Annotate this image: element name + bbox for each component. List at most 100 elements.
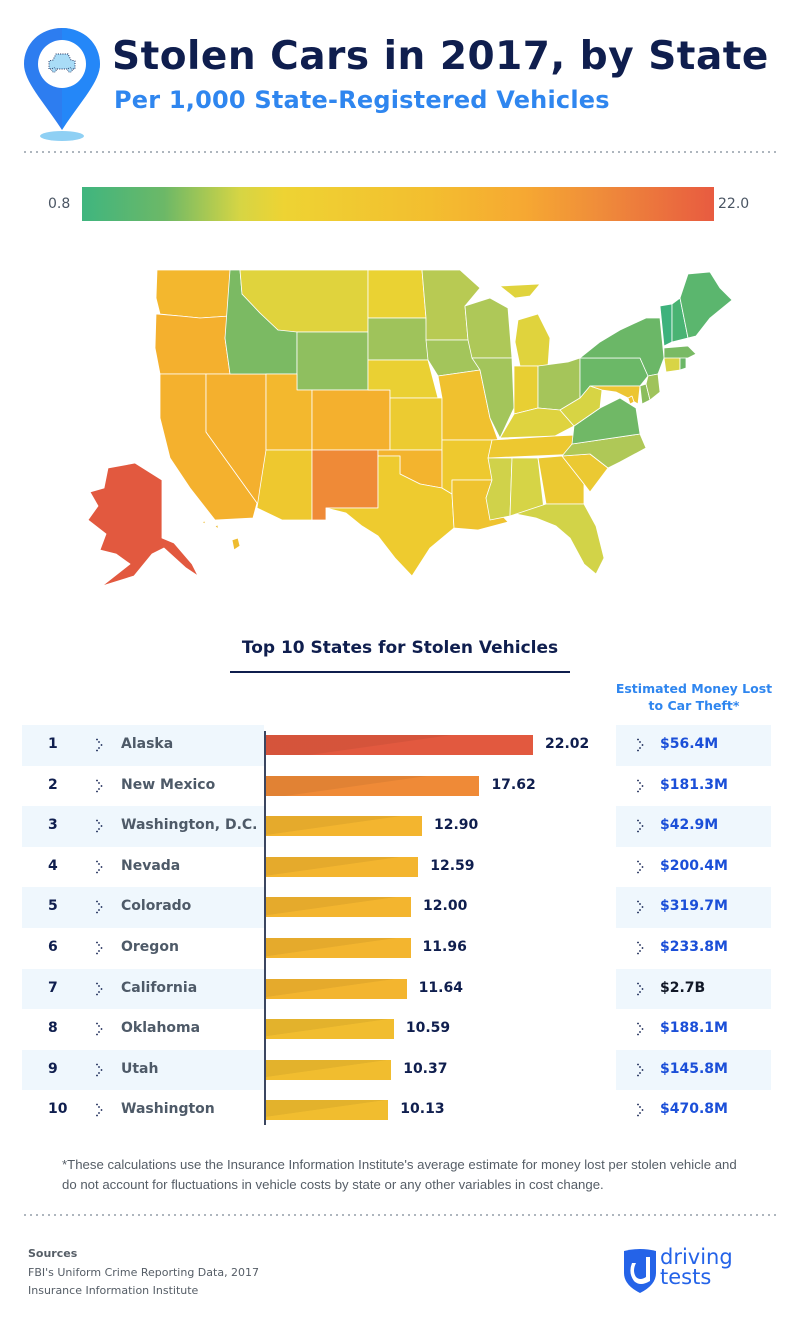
table-row: 10 Washington 10.13 $470.8M (22, 1090, 778, 1131)
rank-number: 7 (48, 979, 58, 996)
chevron-right-icon (95, 981, 105, 995)
chevron-right-icon (95, 940, 105, 955)
state-name: California (121, 979, 198, 996)
money-lost-value: $188.1M (660, 1020, 728, 1037)
money-lost-value: $233.8M (660, 938, 728, 955)
table-row: 5 Colorado 12.00 $319.7M (22, 887, 778, 928)
chevron-right-icon (636, 899, 646, 914)
rank-number: 2 (48, 776, 58, 793)
map-pin-car-icon (24, 28, 100, 141)
rank-number: 4 (48, 857, 58, 874)
page-title: Stolen Cars in 2017, by State (112, 34, 769, 79)
bar-value-label: 22.02 (545, 736, 590, 752)
bar-value-label: 11.96 (422, 938, 467, 955)
bar (265, 735, 533, 755)
rank-number: 6 (48, 938, 58, 955)
chevron-right-icon (95, 1021, 105, 1036)
bar (265, 978, 407, 999)
table-row: 9 Utah 10.37 $145.8M (22, 1049, 778, 1091)
row-background (22, 968, 264, 1010)
state-ND (367, 269, 427, 319)
title-underline (230, 671, 570, 673)
bar-value-label: 10.59 (405, 1020, 451, 1037)
money-lost-value: $470.8M (660, 1101, 728, 1118)
bar (265, 937, 411, 958)
state-name: Colorado (121, 898, 192, 915)
table-row: 4 Nevada 12.59 $200.4M (22, 847, 778, 888)
money-lost-value: $56.4M (660, 736, 719, 752)
table-row: 7 California 11.64 $2.7B (22, 968, 778, 1010)
chevron-right-icon (636, 981, 646, 995)
sources-heading: Sources (28, 1247, 78, 1260)
color-scale-legend (82, 187, 714, 221)
bar (265, 856, 419, 877)
state-IN (513, 365, 539, 415)
bar-value-label: 17.62 (491, 776, 536, 793)
rank-number: 8 (48, 1020, 58, 1037)
footnote: *These calculations use the Insurance In… (62, 1157, 737, 1192)
divider (22, 151, 778, 153)
bar (265, 897, 412, 918)
state-NJ (645, 373, 661, 401)
legend-min-label: 0.8 (48, 196, 71, 212)
bar-value-label: 12.90 (434, 817, 479, 834)
us-choropleth-map (87, 269, 733, 587)
state-FL (515, 503, 605, 575)
state-AZ (256, 449, 313, 521)
chevron-right-icon (95, 737, 105, 752)
chevron-right-icon (636, 1102, 646, 1117)
divider (22, 1214, 778, 1216)
chevron-right-icon (95, 859, 105, 874)
rank-number: 10 (48, 1101, 68, 1118)
row-background (22, 806, 264, 847)
bar (265, 1100, 389, 1121)
state-CO (311, 389, 391, 451)
state-MA (663, 345, 697, 359)
chevron-right-icon (636, 859, 646, 874)
rank-number: 9 (48, 1060, 58, 1077)
chevron-right-icon (636, 940, 646, 955)
state-OR (154, 313, 231, 375)
chevron-right-icon (95, 1062, 105, 1077)
source-item: Insurance Information Institute (28, 1284, 199, 1297)
state-name: Oklahoma (121, 1020, 201, 1037)
chevron-right-icon (95, 1102, 105, 1117)
state-MS (485, 457, 513, 521)
state-HI (201, 520, 241, 551)
top10-table: 1 Alaska 22.02 $56.4M 2 New Mexico 17.62 $181.3… (22, 725, 778, 1131)
state-TX (325, 455, 455, 577)
state-KS (389, 397, 443, 451)
state-DC (627, 395, 635, 405)
state-name: Nevada (121, 857, 181, 874)
rank-number: 5 (48, 898, 58, 915)
chevron-right-icon (636, 778, 646, 792)
money-lost-value: $42.9M (660, 817, 719, 834)
brand-line2: tests (660, 1265, 712, 1289)
brand-name: driving tests (660, 1247, 733, 1289)
chevron-right-icon (636, 1062, 646, 1077)
money-lost-value: $200.4M (660, 857, 728, 874)
bar-value-label: 10.37 (403, 1060, 448, 1077)
page-subtitle: Per 1,000 State-Registered Vehicles (114, 86, 610, 114)
row-background (22, 887, 264, 928)
state-SD (367, 317, 429, 361)
chevron-right-icon (636, 1021, 646, 1036)
chart-title: Top 10 States for Stolen Vehicles (241, 638, 559, 658)
chevron-right-icon (95, 818, 105, 833)
bar-axis-line (264, 731, 266, 1125)
bar (265, 775, 480, 796)
money-lost-value: $319.7M (660, 898, 728, 915)
chevron-right-icon (95, 899, 105, 914)
money-lost-value: $181.3M (660, 776, 728, 793)
bar-value-label: 11.64 (418, 979, 463, 996)
state-name: Alaska (121, 736, 174, 752)
bar (265, 1019, 394, 1040)
state-name: Utah (121, 1060, 159, 1077)
bar (265, 1059, 392, 1080)
rank-number: 3 (48, 817, 58, 834)
state-NY (579, 317, 665, 377)
state-WY (296, 331, 369, 391)
state-WA (155, 269, 231, 319)
bar (265, 816, 422, 837)
table-row: 1 Alaska 22.02 $56.4M (22, 725, 778, 766)
